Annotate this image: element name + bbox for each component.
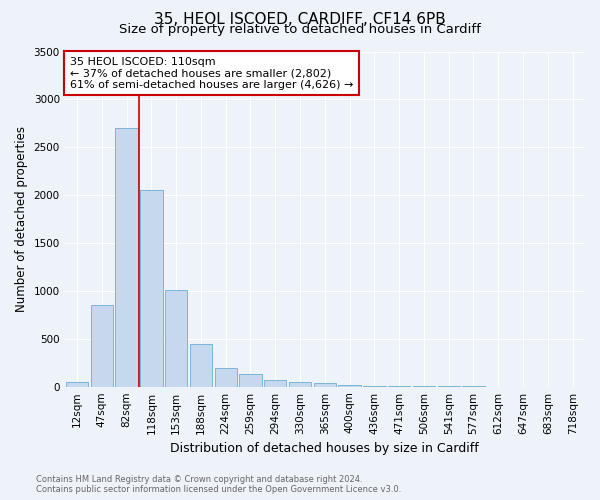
Text: Contains HM Land Registry data © Crown copyright and database right 2024.
Contai: Contains HM Land Registry data © Crown c… [36, 474, 401, 494]
Bar [91, 306, 113, 386]
Bar [215, 368, 237, 386]
Bar [338, 385, 361, 386]
Bar [289, 382, 311, 386]
Text: Size of property relative to detached houses in Cardiff: Size of property relative to detached ho… [119, 24, 481, 36]
Bar [190, 344, 212, 386]
Bar [66, 382, 88, 386]
Bar [115, 128, 138, 386]
X-axis label: Distribution of detached houses by size in Cardiff: Distribution of detached houses by size … [170, 442, 479, 455]
Bar [314, 384, 336, 386]
Bar [140, 190, 163, 386]
Text: 35, HEOL ISCOED, CARDIFF, CF14 6PB: 35, HEOL ISCOED, CARDIFF, CF14 6PB [154, 12, 446, 28]
Bar [165, 290, 187, 386]
Bar [264, 380, 286, 386]
Text: 35 HEOL ISCOED: 110sqm
← 37% of detached houses are smaller (2,802)
61% of semi-: 35 HEOL ISCOED: 110sqm ← 37% of detached… [70, 56, 353, 90]
Bar [239, 374, 262, 386]
Y-axis label: Number of detached properties: Number of detached properties [15, 126, 28, 312]
